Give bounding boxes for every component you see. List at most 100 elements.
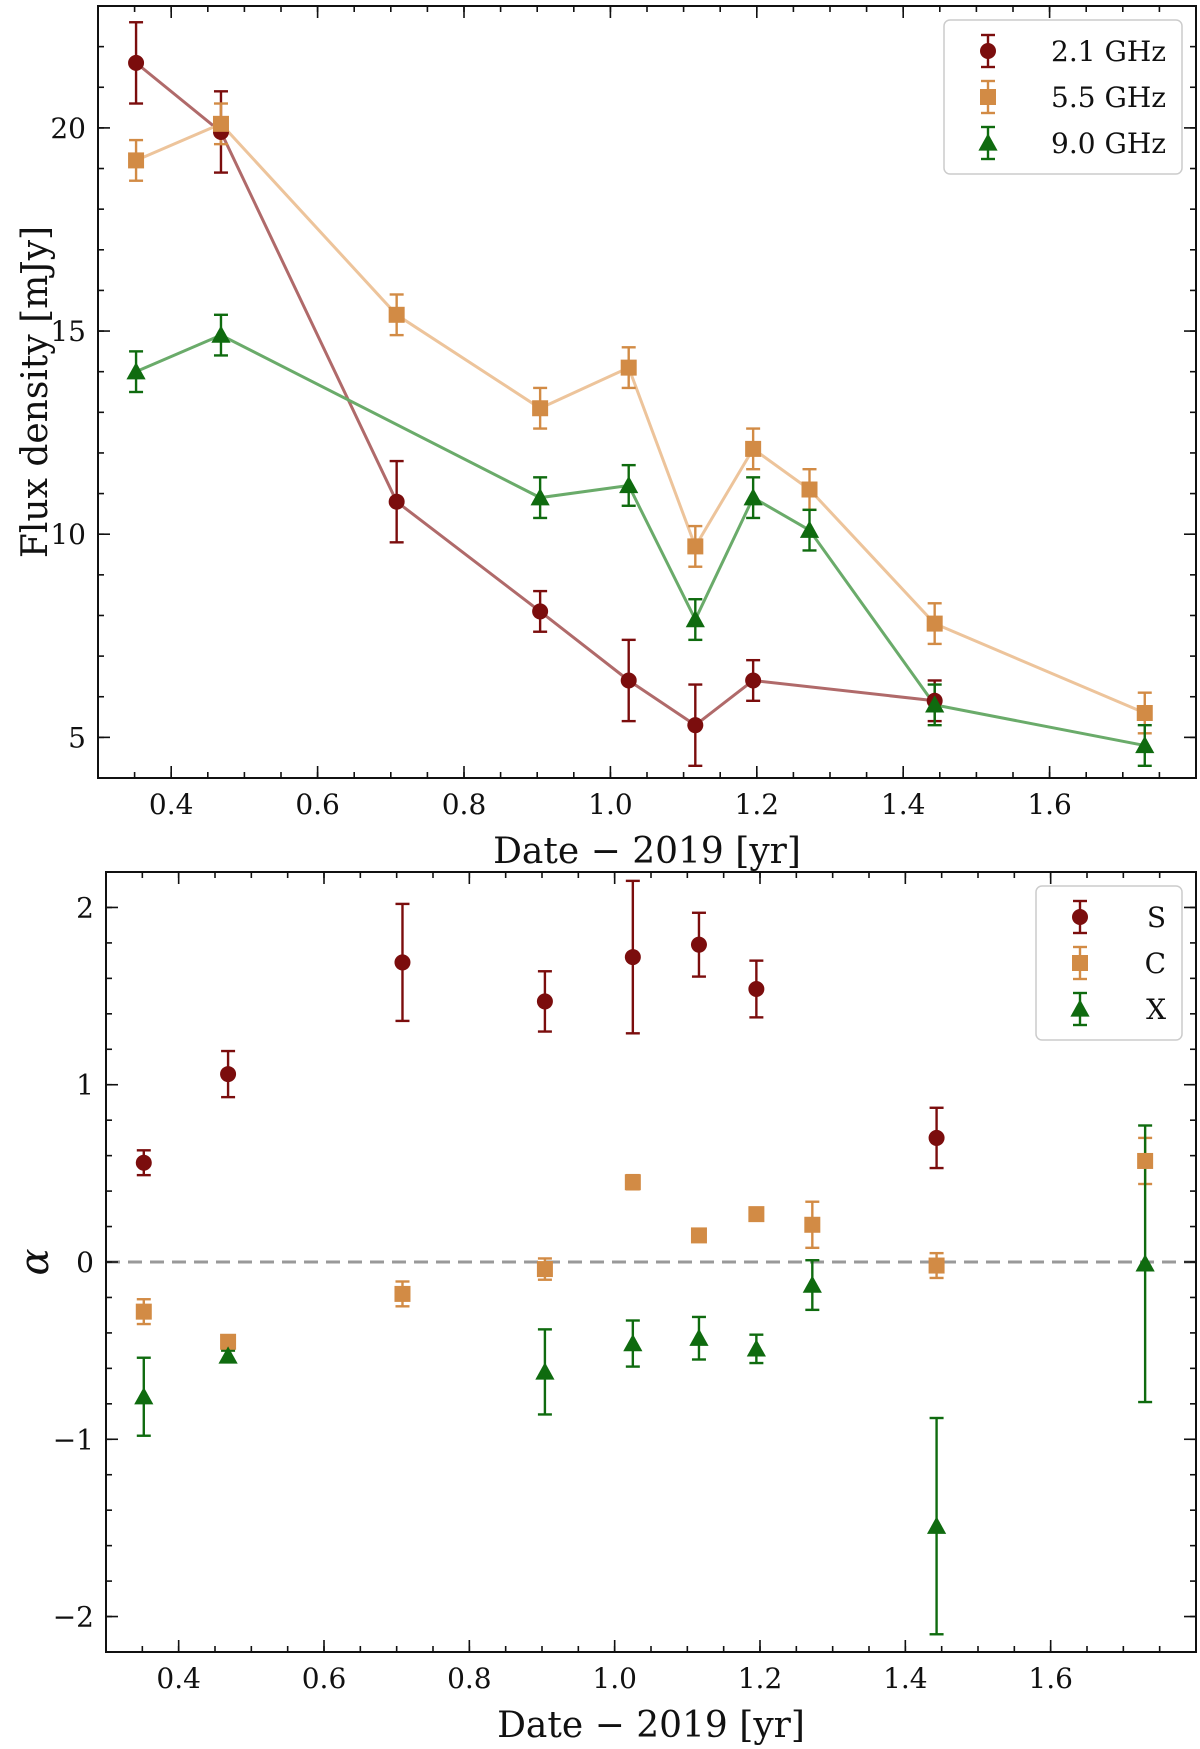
y-tick-label: −1 (53, 1423, 94, 1456)
x-tick-label: 0.8 (447, 1662, 492, 1695)
x-tick-label: 1.2 (738, 1662, 783, 1695)
x-axis-label-bottom: Date − 2019 [yr] (497, 1705, 805, 1746)
y-tick-label: 5 (68, 721, 86, 754)
data-point-x (802, 1275, 822, 1293)
y-axis-label-top: Flux density [mJy] (15, 226, 56, 558)
x-tick-label: 1.6 (1028, 1662, 1073, 1695)
x-tick-label: 1.4 (883, 1662, 928, 1695)
data-point-x (623, 1333, 643, 1352)
legend-marker-5-5-ghz (980, 89, 996, 105)
data-point-2-1-ghz (687, 717, 704, 734)
data-point-c (690, 1227, 707, 1244)
data-point-c (748, 1206, 765, 1223)
y-tick-label: 0 (76, 1246, 94, 1279)
data-point-9-0-ghz (1135, 735, 1155, 754)
data-point-5-5-ghz (801, 481, 818, 498)
legend-label-s: S (1147, 901, 1166, 934)
y-tick-label: 10 (50, 518, 86, 551)
data-point-x (1135, 1254, 1155, 1272)
data-point-9-0-ghz (530, 488, 550, 506)
x-tick-label: 0.6 (295, 788, 340, 821)
x-tick-label: 1.6 (1027, 788, 1072, 821)
y-tick-label: 20 (50, 112, 86, 145)
y-tick-label: 2 (76, 891, 94, 924)
series-line-2-1-ghz (135, 61, 935, 728)
data-point-s (135, 1154, 152, 1171)
data-point-x (746, 1339, 766, 1357)
legend-top: 2.1 GHz 5.5 GHz 9.0 GHz (943, 19, 1183, 175)
legend-bottom: SCX (1035, 885, 1183, 1041)
data-point-x (134, 1387, 154, 1405)
data-point-c (1137, 1152, 1154, 1169)
data-point-5-5-ghz (1136, 704, 1153, 721)
legend-marker-9-0-ghz (978, 133, 998, 151)
data-point-s (536, 993, 553, 1010)
data-point-s (394, 954, 411, 971)
legend-marker-c (1072, 955, 1088, 971)
spectral-index-panel: 0.4 0.6 0.8 1.0 1.2 1.4 1.6 −2 −1 0 1 2 Date − 2019… (12, 871, 1197, 1746)
legend-label-5-5-ghz: 5.5 GHz (1051, 81, 1166, 114)
data-point-9-0-ghz (743, 488, 763, 506)
data-point-c (135, 1303, 152, 1320)
data-point-c (536, 1261, 553, 1278)
legend-marker-x (1070, 999, 1090, 1017)
data-point-9-0-ghz (925, 695, 945, 713)
data-point-x (926, 1516, 947, 1534)
data-point-s (220, 1066, 237, 1083)
data-point-c (804, 1216, 821, 1233)
legend-box (943, 19, 1183, 175)
y-tick-label: 15 (50, 315, 86, 348)
series-line-5-5-ghz (135, 122, 1146, 715)
data-point-c (220, 1333, 237, 1350)
data-point-s (690, 936, 707, 953)
data-point-9-0-ghz (685, 609, 705, 628)
data-point-c (394, 1285, 411, 1302)
x-tick-label: 1.2 (735, 788, 780, 821)
data-point-5-5-ghz (532, 400, 549, 417)
data-point-2-1-ghz (532, 603, 549, 620)
data-point-x (689, 1328, 709, 1346)
data-point-s (748, 981, 765, 997)
legend-label-9-0-ghz: 9.0 GHz (1051, 127, 1166, 160)
data-point-c (624, 1174, 641, 1191)
data-point-9-0-ghz (619, 475, 639, 494)
x-tick-label: 1.4 (881, 788, 926, 821)
data-point-2-1-ghz (745, 672, 762, 689)
legend-box (1035, 885, 1183, 1041)
x-tick-label: 0.6 (302, 1662, 347, 1695)
data-point-9-0-ghz (126, 362, 146, 380)
data-point-5-5-ghz (926, 615, 943, 632)
y-tick-label: 1 (76, 1069, 94, 1102)
data-point-2-1-ghz (128, 54, 145, 71)
x-tick-label: 0.4 (149, 788, 194, 821)
legend-label-c: C (1145, 947, 1166, 980)
y-axis-label-bottom: α (12, 1248, 58, 1275)
legend-marker-2-1-ghz (980, 43, 996, 59)
data-point-c (928, 1257, 945, 1274)
x-tick-label: 0.8 (442, 788, 487, 821)
data-point-x (535, 1362, 555, 1380)
x-tick-label: 1.0 (592, 1662, 637, 1695)
data-point-9-0-ghz (799, 520, 820, 538)
data-point-2-1-ghz (620, 672, 637, 689)
x-axis-label-top: Date − 2019 [yr] (493, 831, 801, 872)
x-tick-label: 0.4 (156, 1662, 201, 1695)
y-tick-label: −2 (53, 1601, 94, 1634)
data-point-5-5-ghz (388, 306, 405, 323)
flux-density-panel: 0.4 0.6 0.8 1.0 1.2 1.4 1.6 5 10 15 20 Date − 2019… (15, 5, 1197, 872)
data-point-x (218, 1346, 238, 1364)
data-point-2-1-ghz (388, 493, 405, 510)
data-point-5-5-ghz (212, 115, 229, 132)
data-point-5-5-ghz (745, 440, 762, 457)
x-tick-label: 1.0 (588, 788, 633, 821)
data-point-5-5-ghz (687, 538, 704, 555)
legend-label-x: X (1146, 993, 1166, 1026)
data-point-s (624, 949, 641, 966)
data-point-5-5-ghz (128, 152, 145, 169)
legend-label-2-1-ghz: 2.1 GHz (1051, 35, 1166, 68)
legend-marker-s (1072, 909, 1088, 925)
data-point-s (928, 1129, 945, 1146)
data-point-9-0-ghz (211, 325, 231, 343)
data-point-5-5-ghz (620, 359, 637, 376)
